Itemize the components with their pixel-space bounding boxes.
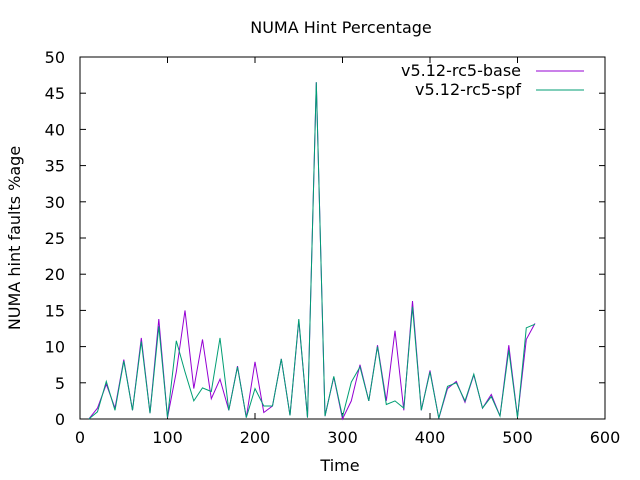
x-tick-label: 0 [75, 428, 85, 447]
y-tick-label: 30 [45, 193, 65, 212]
y-tick-label: 20 [45, 265, 65, 284]
x-tick-label: 100 [152, 428, 183, 447]
x-tick-label: 500 [502, 428, 533, 447]
x-axis-label: Time [319, 456, 359, 475]
y-axis: 0 5 10 15 20 25 30 35 40 45 50 [45, 48, 605, 429]
y-tick-label: 50 [45, 48, 65, 67]
y-tick-label: 40 [45, 120, 65, 139]
y-axis-label: NUMA hint faults %age [5, 146, 24, 330]
x-tick-label: 300 [327, 428, 358, 447]
y-tick-label: 15 [45, 301, 65, 320]
legend-label-series-1: v5.12-rc5-base [401, 61, 521, 80]
y-tick-label: 10 [45, 338, 65, 357]
y-tick-label: 25 [45, 229, 65, 248]
chart-title: NUMA Hint Percentage [250, 18, 432, 37]
y-tick-label: 5 [55, 374, 65, 393]
legend: v5.12-rc5-base v5.12-rc5-spf [401, 61, 584, 99]
plot-frame [79, 56, 606, 420]
x-tick-label: 600 [590, 428, 621, 447]
x-axis: 0 100 200 300 400 500 600 [75, 57, 620, 447]
y-tick-label: 0 [55, 410, 65, 429]
series-line-2 [88, 82, 536, 420]
series-layer [88, 82, 536, 421]
y-tick-label: 45 [45, 84, 65, 103]
x-tick-label: 400 [415, 428, 446, 447]
y-tick-label: 35 [45, 157, 65, 176]
legend-label-series-2: v5.12-rc5-spf [415, 80, 521, 99]
x-tick-label: 200 [240, 428, 271, 447]
